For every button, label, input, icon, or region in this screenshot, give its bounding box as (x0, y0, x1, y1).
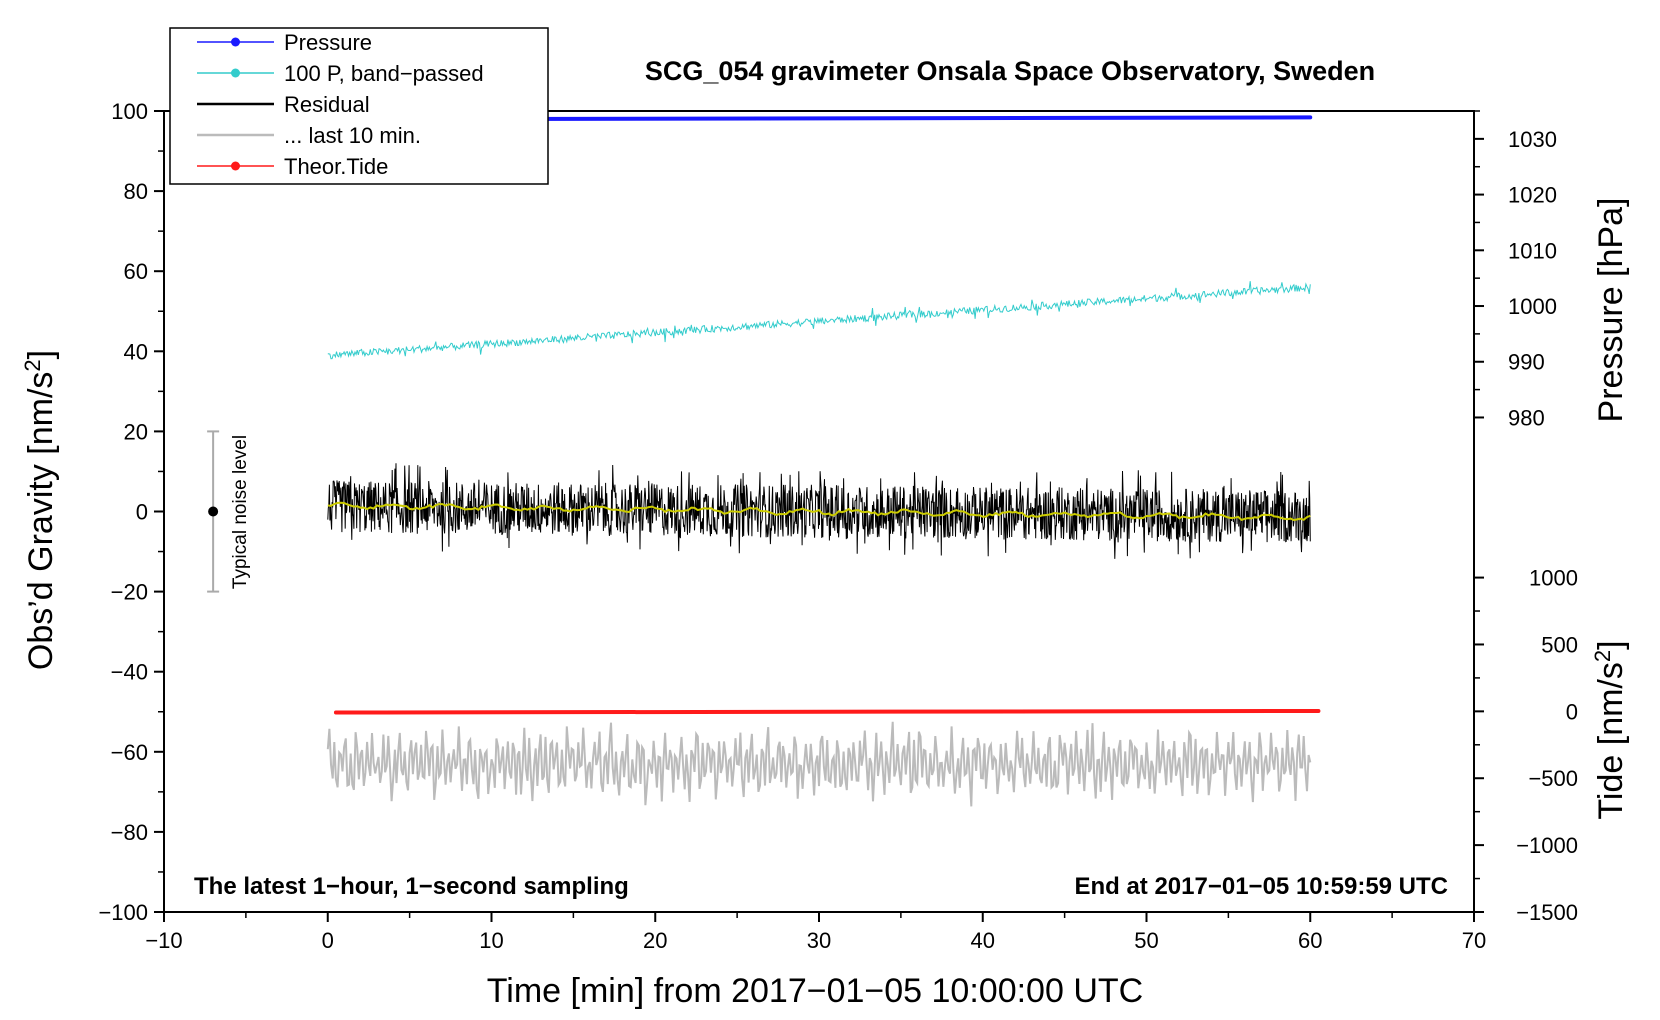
y-tide-tick-label-3: 0 (1566, 699, 1578, 724)
annotation-end-time: End at 2017−01−05 10:59:59 UTC (1074, 873, 1448, 900)
x-tick-label-1: 0 (322, 928, 334, 953)
y-left-tick-label-8: 60 (124, 259, 148, 284)
series-pressure-bandpassed (327, 281, 1311, 360)
series-layer (326, 115, 1321, 807)
y-tide-tick-label-2: −500 (1528, 766, 1578, 791)
legend-label-1: 100 P, band−passed (284, 61, 484, 86)
y-axis-left-title-main: Obs’d Gravity [nm/s (22, 372, 60, 671)
y-axis-right-pressure: 980 990 1000 1010 1020 1030 (1474, 110, 1557, 430)
series-residual (327, 463, 1311, 559)
x-axis-title: Time [min] from 2017−01−05 10:00:00 UTC (487, 972, 1143, 1010)
x-tick-label-7: 60 (1298, 928, 1322, 953)
noise-bar (207, 430, 220, 593)
y-axis-tide-title-main: Tide [nm/s (1592, 662, 1630, 819)
x-tick-label-2: 10 (479, 928, 503, 953)
x-tick-label-4: 30 (807, 928, 831, 953)
y-axis-left-title: Obs’d Gravity [nm/s2] (20, 350, 61, 670)
y-axis-right-tide: −1500 −1000 −500 0 500 1000 (1474, 566, 1578, 925)
y-left-tick-label-2: −60 (111, 740, 148, 765)
noise-label: Typical noise level (230, 435, 251, 589)
x-tick-label-6: 50 (1134, 928, 1158, 953)
y-pressure-tick-label-5: 1030 (1508, 127, 1557, 152)
noise-bar-center-dot (208, 506, 219, 517)
y-axis-tide-title-tail: ] (1592, 640, 1630, 649)
y-tide-tick-label-5: 1000 (1529, 566, 1578, 591)
y-tide-tick-label-1: −1000 (1516, 833, 1578, 858)
legend-box (169, 27, 549, 185)
legend-marker-1 (231, 68, 240, 78)
legend-label-4: Theor.Tide (284, 154, 388, 179)
y-pressure-tick-label-2: 1000 (1508, 294, 1557, 319)
annotation-latest-hour: The latest 1−hour, 1−second sampling (194, 873, 629, 900)
series-theor-tide (333, 708, 1321, 715)
legend-marker-0 (231, 37, 240, 47)
series-last-10-min (326, 721, 1312, 807)
y-left-tick-label-1: −80 (111, 820, 148, 845)
y-left-tick-label-3: −40 (111, 660, 148, 685)
y-left-tick-label-10: 100 (111, 99, 148, 124)
y-left-tick-label-9: 80 (124, 179, 148, 204)
x-axis: −10 0 10 20 30 40 50 60 70 (145, 912, 1486, 953)
x-tick-label-8: 70 (1462, 928, 1486, 953)
legend-marker-4 (231, 161, 240, 171)
y-axis-left: −100 −80 −60 −40 −20 0 20 40 60 80 100 (98, 99, 164, 925)
y-axis-tide-title: Tide [nm/s2] (1590, 640, 1631, 819)
y-left-tick-label-6: 20 (124, 419, 148, 444)
y-pressure-tick-label-3: 1010 (1508, 238, 1557, 263)
series-residual-smoothed (327, 501, 1311, 522)
y-pressure-tick-label-0: 980 (1508, 405, 1545, 430)
y-axis-pressure-title: Pressure [hPa] (1592, 198, 1630, 423)
y-axis-left-title-sup: 2 (20, 359, 45, 371)
legend: Pressure 100 P, band−passed Residual ... la… (169, 27, 549, 185)
x-tick-label-0: −10 (145, 928, 182, 953)
y-left-tick-label-7: 40 (124, 339, 148, 364)
legend-label-2: Residual (284, 92, 370, 117)
legend-label-3: ... last 10 min. (284, 123, 421, 148)
y-tide-tick-label-4: 500 (1541, 632, 1578, 657)
legend-label-0: Pressure (284, 30, 372, 55)
y-left-tick-label-4: −20 (111, 580, 148, 605)
y-pressure-tick-label-1: 990 (1508, 350, 1545, 375)
series-pressure (478, 115, 1313, 122)
y-pressure-tick-label-4: 1020 (1508, 183, 1557, 208)
y-left-tick-label-0: −100 (98, 900, 148, 925)
y-left-tick-label-5: 0 (136, 500, 148, 525)
y-tide-tick-label-0: −1500 (1516, 900, 1578, 925)
x-tick-label-3: 20 (643, 928, 667, 953)
y-axis-left-title-tail: ] (22, 350, 60, 359)
x-tick-label-5: 40 (971, 928, 995, 953)
y-axis-tide-title-sup: 2 (1590, 650, 1615, 662)
chart-title: SCG_054 gravimeter Onsala Space Observat… (645, 56, 1375, 86)
